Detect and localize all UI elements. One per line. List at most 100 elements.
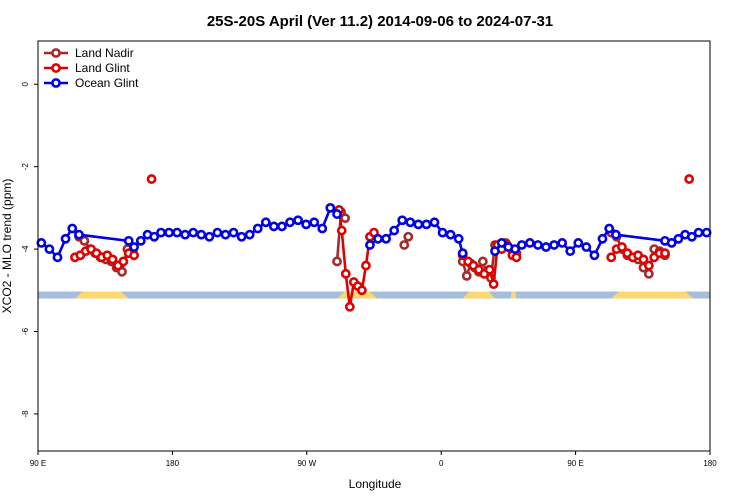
ocean-glint-point: [332, 209, 342, 219]
ocean-glint-point: [701, 227, 712, 238]
land-nadir-point: [340, 213, 351, 224]
ocean-glint-point: [293, 215, 303, 226]
ocean-glint-point: [260, 217, 271, 228]
y-axis: 0 -2 -4 -6 -8: [21, 81, 38, 417]
ocean-glint-point: [67, 223, 78, 234]
ocean-glint-point: [490, 246, 500, 257]
x-axis: 90 E 180 90 W 0 90 E 180: [30, 451, 717, 468]
series-ocean-glint: [36, 202, 712, 263]
land-glint-point: [146, 174, 157, 184]
ocean-glint-point: [373, 233, 383, 244]
ocean-glint-point: [204, 231, 215, 242]
ocean-glint-point: [123, 235, 134, 246]
y-axis-label: XCO2 - MLO trend (ppm): [0, 179, 14, 314]
x-tick-label: 90 W: [297, 459, 316, 468]
land-glint-point: [511, 252, 522, 263]
ocean-glint-point: [686, 231, 697, 242]
land-glint-point: [340, 268, 351, 279]
ocean-glint-point: [437, 227, 448, 238]
ocean-glint-point: [74, 229, 84, 240]
legend-label: Land Nadir: [75, 46, 134, 60]
ocean-glint-point: [549, 240, 559, 250]
ocean-glint-point: [301, 219, 312, 230]
y-tick-label: -4: [21, 245, 30, 253]
ocean-glint-point: [573, 238, 584, 248]
legend-item-land-glint: Land Glint: [44, 61, 130, 75]
land-glint-point: [361, 260, 371, 271]
ocean-glint-point: [589, 250, 600, 261]
land-nadir-point: [477, 256, 488, 267]
ocean-glint-point: [317, 223, 328, 234]
land-glint-point: [129, 250, 139, 261]
land-glint-point: [638, 254, 649, 265]
ocean-glint-point: [164, 227, 174, 238]
land-ocean-band: [38, 291, 710, 299]
plot-frame: [37, 40, 711, 452]
ocean-glint-point: [445, 229, 456, 240]
legend-swatch-marker: [51, 48, 61, 58]
ocean-glint-point: [405, 217, 416, 228]
ocean-band: [38, 291, 710, 299]
land-nadir-point: [643, 268, 654, 279]
ocean-glint-point: [228, 227, 239, 238]
ocean-glint-point: [44, 244, 55, 254]
legend-label: Ocean Glint: [75, 76, 139, 90]
ocean-glint-point: [666, 238, 677, 248]
land-glint-point: [660, 248, 670, 259]
ocean-glint-point: [244, 229, 255, 240]
ocean-glint-point: [36, 238, 47, 248]
land-glint-point: [484, 264, 495, 275]
ocean-glint-point: [172, 227, 183, 238]
ocean-glint-point: [309, 217, 320, 228]
ocean-glint-point: [277, 221, 287, 232]
ocean-glint-point: [533, 240, 543, 250]
land-glint-point: [488, 279, 499, 290]
legend-label: Land Glint: [75, 61, 130, 75]
ocean-glint-point: [188, 227, 199, 238]
ocean-glint-point: [60, 233, 71, 244]
land-band-segment-0: [74, 291, 129, 299]
ocean-glint-point: [135, 235, 146, 246]
series-layer: [36, 174, 712, 312]
ocean-glint-point: [149, 231, 160, 242]
ocean-glint-point: [429, 217, 440, 228]
land-nadir-point: [461, 270, 472, 281]
land-glint-point: [617, 242, 627, 252]
x-axis-label: Longitude: [349, 477, 402, 491]
ocean-glint-point: [236, 231, 247, 242]
x-tick-label: 90 E: [30, 459, 46, 468]
land-glint-point: [684, 174, 695, 184]
ocean-glint-point: [180, 229, 191, 240]
ocean-glint-point: [268, 221, 279, 232]
land-glint-point: [606, 252, 617, 263]
ocean-glint-point: [673, 233, 684, 244]
land-glint-point: [643, 260, 654, 271]
ocean-glint-point: [220, 229, 231, 240]
legend-item-ocean-glint: Ocean Glint: [44, 76, 139, 90]
x-tick-label: 180: [703, 459, 717, 468]
y-tick-label: 0: [21, 81, 30, 86]
x-tick-label: 180: [166, 459, 180, 468]
ocean-glint-point: [541, 242, 551, 252]
ocean-glint-point: [581, 242, 592, 252]
chart-title: 25S-20S April (Ver 11.2) 2014-09-06 to 2…: [207, 13, 553, 30]
ocean-glint-point: [381, 233, 391, 244]
legend-item-land-nadir: Land Nadir: [44, 46, 134, 60]
land-glint-point: [336, 225, 347, 236]
ocean-glint-point: [565, 246, 576, 257]
y-tick-label: -2: [21, 163, 30, 171]
ocean-glint-point: [156, 227, 166, 238]
ocean-glint-point: [389, 225, 400, 236]
series-land-glint: [70, 174, 695, 312]
land-band-segment-4: [611, 291, 694, 299]
ocean-glint-point: [285, 217, 295, 228]
ocean-glint-point: [457, 248, 468, 259]
legend-swatch-marker: [51, 78, 61, 88]
land-band-segment-3: [510, 291, 517, 299]
ocean-glint-point: [413, 219, 424, 230]
ocean-glint-point: [557, 238, 568, 248]
legend-swatch-marker: [51, 63, 61, 73]
ocean-glint-point: [421, 219, 432, 230]
ocean-glint-point: [365, 240, 375, 250]
